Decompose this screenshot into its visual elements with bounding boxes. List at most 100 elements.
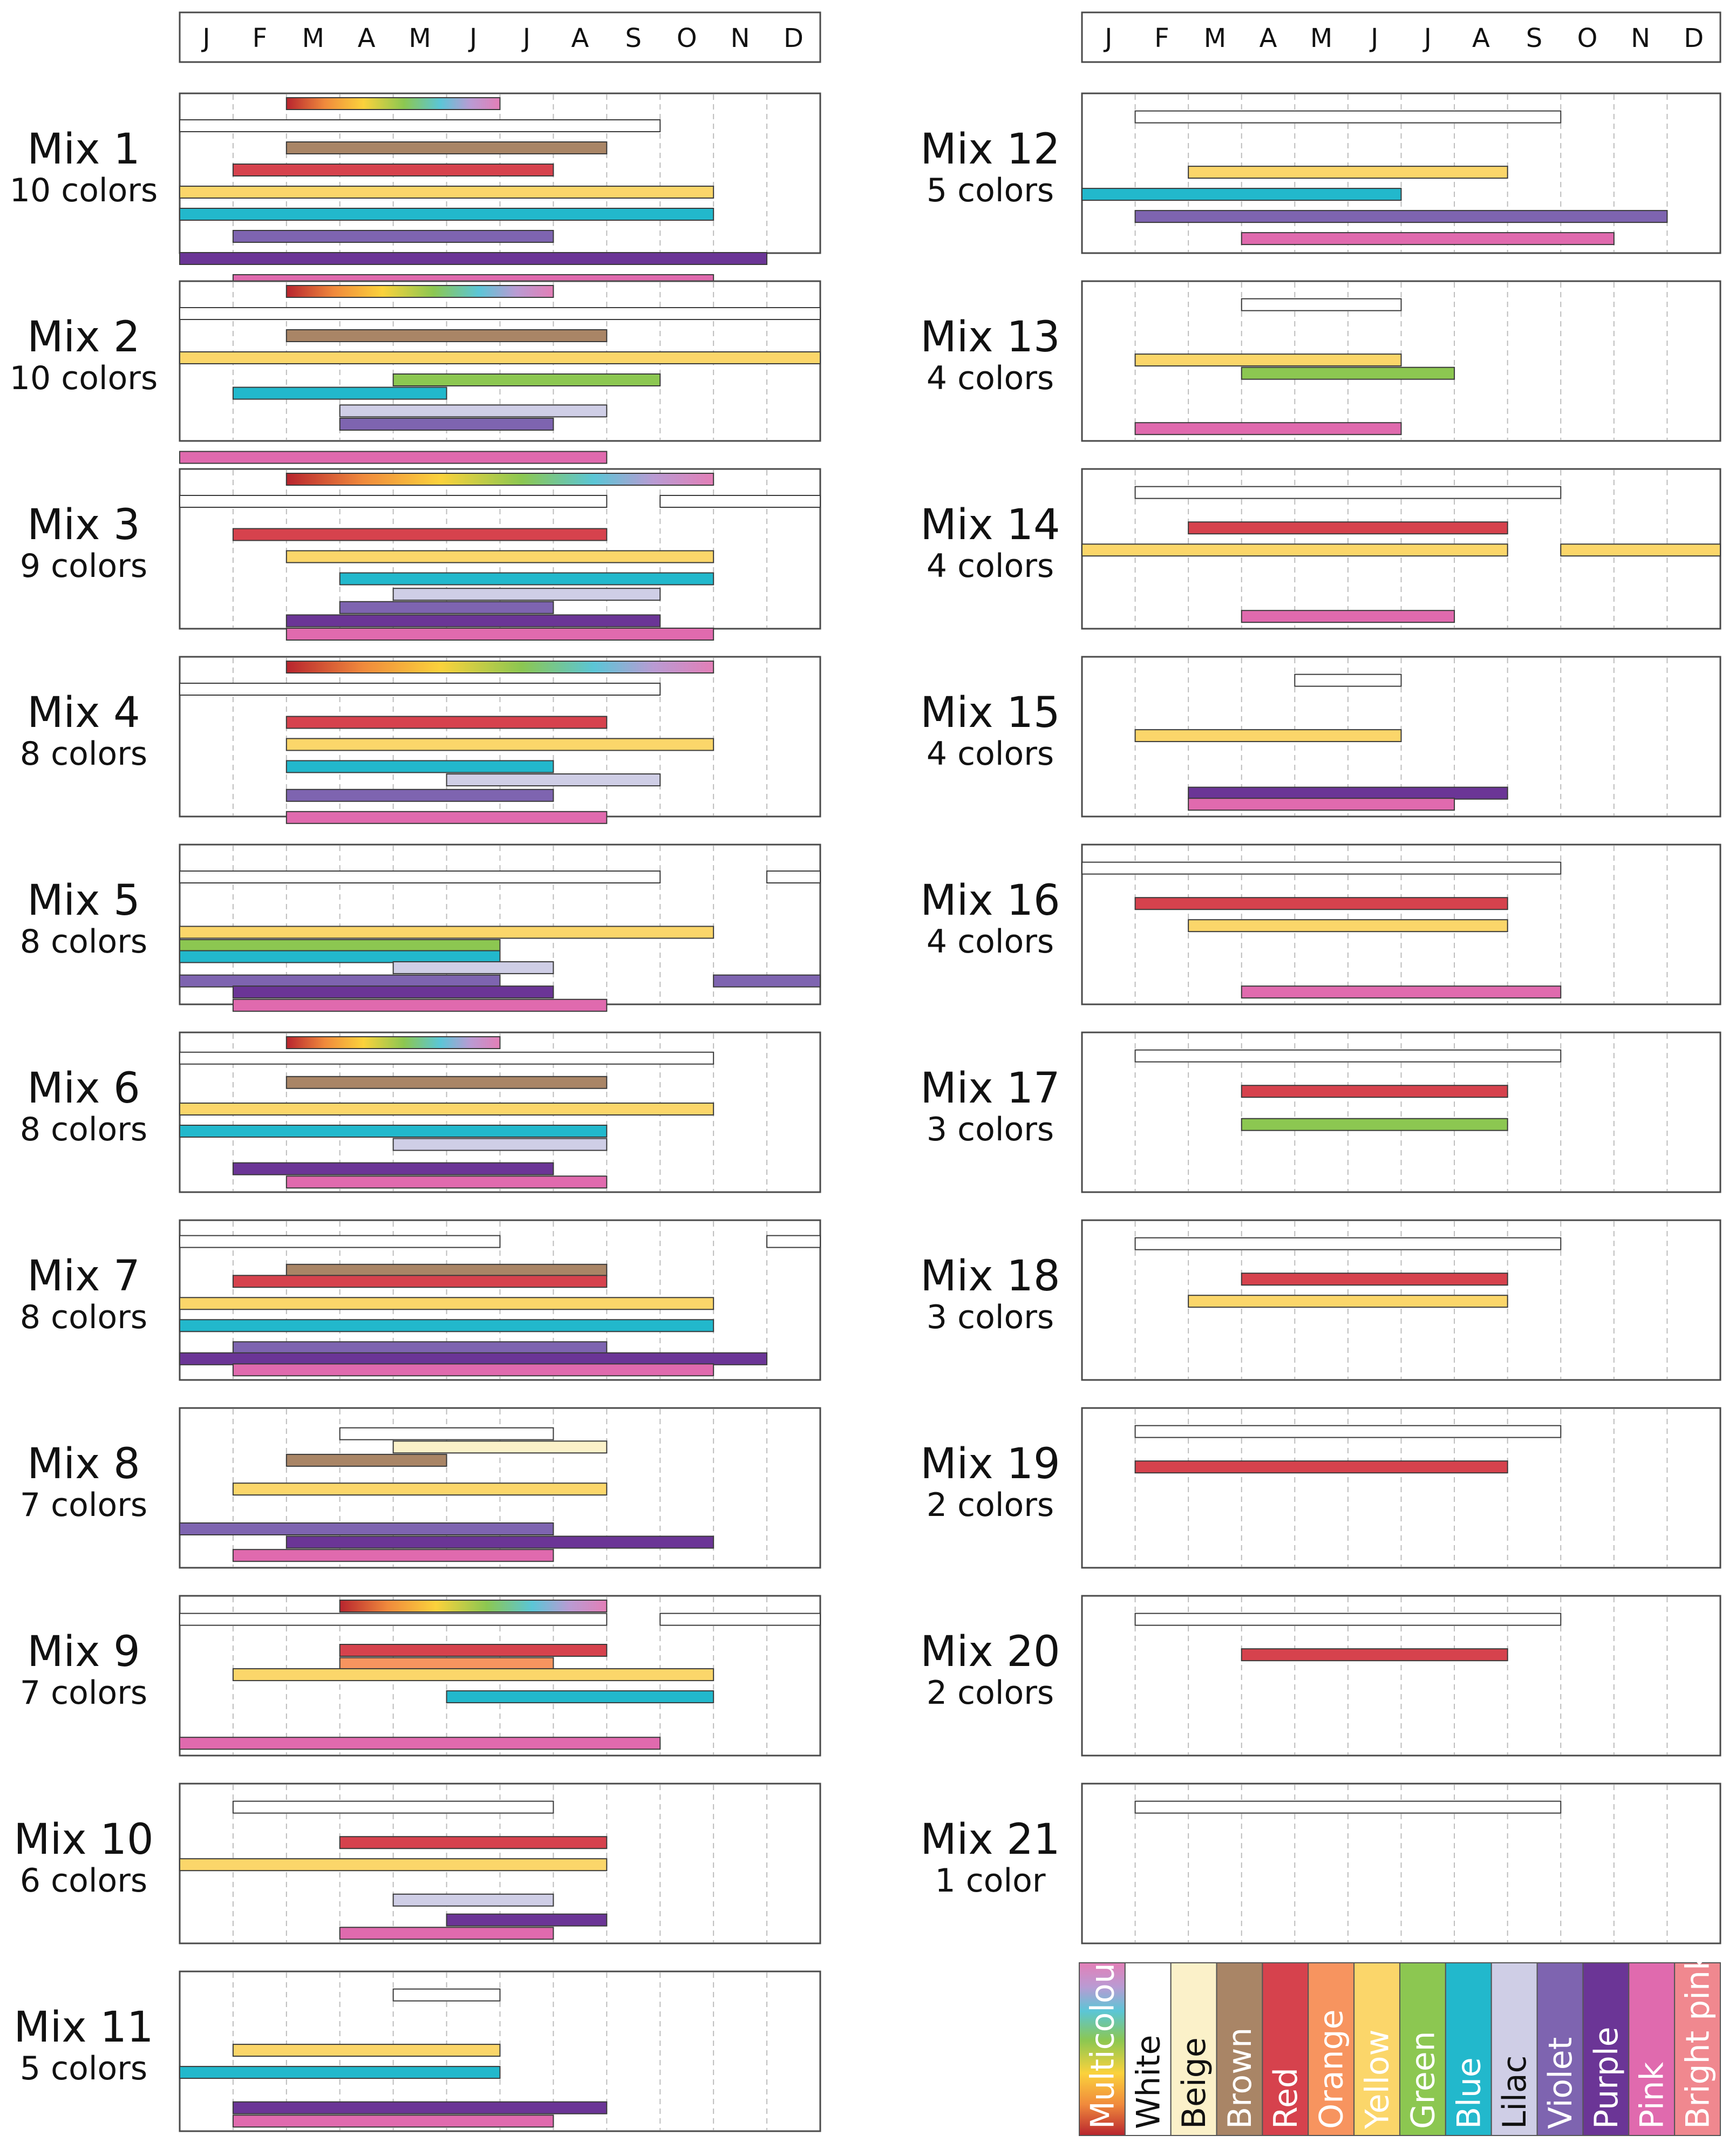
- mix-panel-2: Mix 210 colors: [10, 280, 821, 464]
- legend-label: White: [1129, 2035, 1167, 2129]
- month-label: J: [1103, 23, 1112, 53]
- month-label: F: [253, 23, 268, 53]
- bar-blue: [1081, 188, 1402, 201]
- legend-swatch-orange: [1308, 1962, 1355, 2136]
- bar-white: [339, 1427, 554, 1440]
- legend-label: Bright pink: [1679, 1951, 1717, 2129]
- month-label: J: [1422, 23, 1432, 53]
- bar-purple: [179, 1352, 768, 1365]
- mix-title: Mix 15: [920, 689, 1060, 737]
- bar-pink: [232, 998, 608, 1012]
- legend-swatch-violet: [1536, 1962, 1584, 2136]
- mix-color-count: 4 colors: [927, 735, 1054, 773]
- bar-pink: [1241, 232, 1615, 246]
- mix-color-count: 8 colors: [20, 1298, 147, 1336]
- bar-brown: [285, 329, 608, 342]
- bar-red: [285, 716, 608, 729]
- mix-title: Mix 8: [27, 1440, 140, 1488]
- mix-title: Mix 17: [920, 1064, 1060, 1113]
- bar-lilac: [392, 588, 661, 601]
- legend-label: Green: [1404, 2031, 1442, 2129]
- bar-violet: [232, 230, 554, 243]
- mix-color-count: 8 colors: [20, 735, 147, 773]
- bar-multicolour: [285, 285, 554, 298]
- bar-red: [339, 1644, 608, 1657]
- month-label: J: [468, 23, 477, 53]
- mix-panel-9: Mix 97 colors: [20, 1595, 821, 1757]
- bar-white: [1134, 1800, 1562, 1814]
- mix-title: Mix 13: [920, 313, 1060, 362]
- month-label: O: [1577, 23, 1598, 53]
- month-label: D: [1684, 23, 1704, 53]
- mix-panel-16: Mix 164 colors: [920, 844, 1721, 1005]
- bar-blue: [179, 1125, 608, 1138]
- bar-violet: [179, 974, 501, 988]
- mix-panel-17: Mix 173 colors: [920, 1031, 1721, 1193]
- legend-swatch-blue: [1445, 1962, 1492, 2136]
- month-header-frame: [1081, 11, 1721, 63]
- legend-label: Pink: [1633, 2062, 1671, 2129]
- legend-swatch-red: [1262, 1962, 1309, 2136]
- month-label: A: [571, 23, 589, 53]
- bar-yellow: [1081, 543, 1508, 557]
- bar-blue: [285, 760, 554, 773]
- month-label: F: [1154, 23, 1169, 53]
- month-label: N: [1631, 23, 1650, 53]
- legend-label: Orange: [1313, 2009, 1351, 2129]
- month-label: J: [201, 23, 210, 53]
- mix-title: Mix 12: [920, 125, 1060, 174]
- bar-white: [1294, 674, 1402, 687]
- bar-purple: [446, 1913, 608, 1927]
- bar-purple: [232, 1162, 554, 1175]
- bar-lilac: [392, 961, 554, 975]
- bar-green: [179, 939, 501, 953]
- mix-color-count: 9 colors: [20, 547, 147, 585]
- bar-pink: [232, 1549, 554, 1562]
- mix-title: Mix 7: [27, 1252, 140, 1301]
- mix-title: Mix 21: [920, 1815, 1060, 1864]
- legend-label: Brown: [1221, 2028, 1259, 2129]
- bar-white: [232, 1800, 554, 1814]
- legend-label: Blue: [1450, 2057, 1488, 2129]
- month-label: M: [1204, 23, 1226, 53]
- mix-panel-11: Mix 115 colors: [13, 1970, 821, 2132]
- bar-red: [1241, 1085, 1508, 1098]
- bar-white: [1134, 1237, 1562, 1250]
- bar-multicolour: [339, 1600, 608, 1613]
- bar-red: [1241, 1273, 1508, 1286]
- legend-label: Violet: [1542, 2037, 1580, 2129]
- legend-label: Lilac: [1496, 2055, 1534, 2129]
- mix-color-count: 5 colors: [20, 2050, 147, 2087]
- bar-lilac: [446, 773, 661, 787]
- mix-title: Mix 6: [27, 1064, 140, 1113]
- mix-panel-12: Mix 125 colors: [920, 92, 1721, 254]
- bar-brown: [285, 141, 608, 154]
- legend-swatch-yellow: [1353, 1962, 1400, 2136]
- bar-purple: [232, 985, 554, 999]
- bar-white: [1134, 110, 1562, 124]
- legend-swatch-purple: [1582, 1962, 1630, 2136]
- bar-yellow: [232, 1668, 714, 1682]
- bar-blue: [446, 1690, 714, 1704]
- legend-label: Red: [1267, 2067, 1305, 2129]
- bar-red: [1134, 1460, 1508, 1474]
- bar-purple: [285, 614, 661, 628]
- mix-panel-7: Mix 78 colors: [20, 1219, 821, 1381]
- bar-white: [179, 119, 661, 132]
- bar-beige: [392, 1440, 608, 1454]
- mix-color-count: 10 colors: [10, 172, 158, 209]
- bar-yellow: [1134, 353, 1402, 367]
- mix-panel-19: Mix 192 colors: [920, 1407, 1721, 1569]
- bar-violet: [232, 1341, 608, 1355]
- mix-color-count: 5 colors: [927, 172, 1054, 209]
- bar-multicolour: [285, 473, 714, 486]
- mix-color-count: 7 colors: [20, 1674, 147, 1712]
- month-label: J: [521, 23, 530, 53]
- bar-white: [179, 307, 821, 320]
- bar-red: [232, 528, 608, 541]
- bar-violet: [179, 1522, 554, 1535]
- bar-blue: [179, 208, 714, 221]
- mix-color-count: 7 colors: [20, 1486, 147, 1524]
- legend-swatch-pink: [1628, 1962, 1676, 2136]
